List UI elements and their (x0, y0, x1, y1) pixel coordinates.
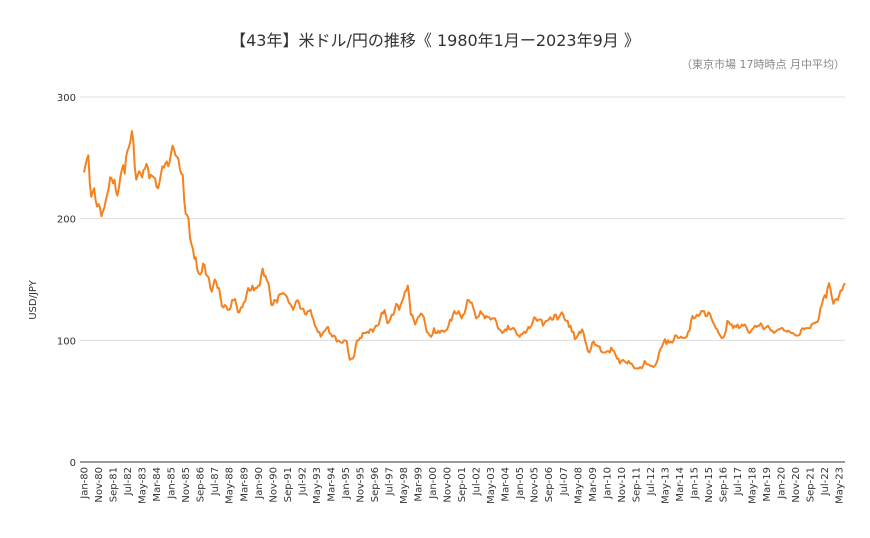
x-tick-label: Sep-91 (283, 467, 294, 502)
x-tick-label: Nov-15 (704, 467, 715, 503)
x-tick-label: Mar-19 (762, 467, 773, 502)
x-tick-label: May-13 (660, 467, 671, 504)
x-tick-label: Jan-05 (515, 467, 526, 500)
x-tick-label: Nov-95 (355, 467, 366, 503)
x-tick-label: Nov-20 (791, 467, 802, 503)
y-tick-label: 200 (57, 215, 76, 226)
x-tick-label: Sep-21 (806, 467, 817, 502)
x-tick-label: Jan-15 (689, 467, 700, 500)
x-tick-label: Mar-84 (152, 467, 163, 502)
x-tick-label: May-03 (486, 467, 497, 504)
x-tick-label: Jul-87 (210, 467, 221, 496)
chart-subtitle: （東京市場 17時時点 月中平均） (681, 57, 845, 71)
x-tick-label: Sep-81 (109, 467, 120, 502)
x-tick-label: Jan-20 (777, 467, 788, 500)
x-tick-label: Jul-02 (472, 467, 483, 496)
x-tick-label: Sep-86 (196, 467, 207, 502)
x-tick-label: Jan-10 (602, 467, 613, 500)
x-tick-label: Jul-92 (297, 467, 308, 496)
y-tick-label: 100 (57, 336, 76, 347)
y-tick-label: 0 (70, 458, 76, 469)
x-tick-label: Jul-22 (820, 467, 831, 496)
x-tick-label: Jan-95 (341, 467, 352, 500)
x-tick-label: May-88 (225, 467, 236, 504)
x-tick-label: May-23 (835, 467, 846, 504)
x-tick-label: Jul-07 (559, 467, 570, 496)
x-tick-label: Nov-10 (617, 467, 628, 503)
x-tick-label: May-98 (399, 467, 410, 504)
x-tick-label: Nov-05 (530, 467, 541, 503)
x-tick-label: Mar-99 (414, 467, 425, 502)
x-tick-label: Sep-16 (719, 467, 730, 502)
chart-title: 【43年】米ドル/円の推移《 1980年1月ー2023年9月 》 (230, 31, 640, 50)
x-tick-label: Sep-96 (370, 467, 381, 502)
x-tick-label: Mar-09 (588, 467, 599, 502)
x-tick-label: Jul-97 (384, 467, 395, 496)
x-tick-label: Mar-04 (501, 467, 512, 502)
x-tick-label: May-08 (573, 467, 584, 504)
x-tick-label: Nov-80 (94, 467, 105, 503)
x-tick-label: May-93 (312, 467, 323, 504)
x-tick-label: Nov-90 (268, 467, 279, 503)
x-tick-label: Jan-00 (428, 467, 439, 500)
x-tick-label: Mar-89 (239, 467, 250, 502)
x-tick-label: Nov-85 (181, 467, 192, 503)
x-tick-label: Jan-90 (254, 467, 265, 500)
y-axis-label: USD/JPY (28, 279, 39, 319)
x-tick-label: Nov-00 (443, 467, 454, 503)
x-tick-label: Mar-94 (326, 467, 337, 502)
x-tick-label: Jan-80 (80, 467, 91, 500)
x-tick-label: Sep-01 (457, 467, 468, 502)
data-line (83, 130, 846, 370)
x-tick-label: Sep-11 (631, 467, 642, 502)
x-tick-label: Jan-85 (167, 467, 178, 500)
x-tick-label: Mar-14 (675, 467, 686, 502)
x-tick-label: Jul-12 (646, 467, 657, 496)
x-tick-label: May-83 (138, 467, 149, 504)
x-tick-label: May-18 (748, 467, 759, 504)
x-tick-label: Jul-17 (733, 467, 744, 496)
x-tick-label: Sep-06 (544, 467, 555, 502)
y-tick-label: 300 (57, 93, 76, 104)
x-tick-label: Jul-82 (123, 467, 134, 496)
